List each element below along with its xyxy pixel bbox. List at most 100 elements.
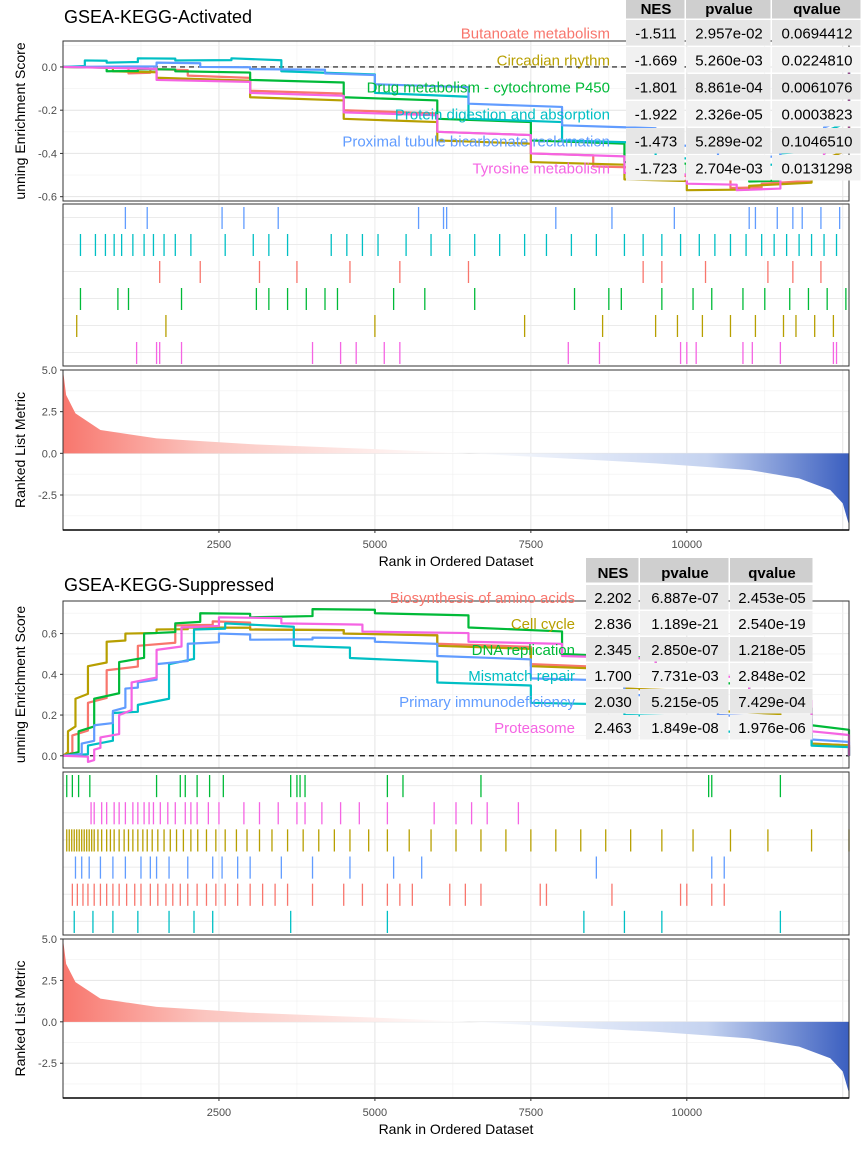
table-set-label: DNA replication	[472, 642, 575, 659]
table-value-nes: -1.669	[635, 53, 678, 70]
table-value-qvalue: 7.429e-04	[738, 694, 806, 711]
table-set-label: Butanoate metabolism	[461, 26, 610, 43]
table-value-qvalue: 2.848e-02	[738, 668, 806, 685]
table-value-qvalue: 1.976e-06	[738, 720, 806, 737]
table-cell	[640, 611, 729, 636]
table-value-nes: 2.345	[594, 642, 632, 659]
table-cell	[772, 101, 861, 127]
hits-panel-bg	[63, 204, 849, 366]
hits-panel-border	[62, 771, 850, 936]
table-value-nes: 2.030	[594, 694, 632, 711]
table-set-label: Circadian rhythm	[497, 53, 610, 70]
table-set-label: Cell cycle	[511, 616, 575, 633]
metric-xtick-label: 7500	[519, 1107, 543, 1119]
table-value-nes: 2.202	[594, 590, 632, 607]
table-cell	[772, 155, 861, 181]
table-cell	[640, 689, 729, 714]
table-cell	[772, 74, 861, 100]
table-value-pvalue: 5.260e-03	[695, 53, 763, 70]
table-cell	[686, 74, 771, 100]
table-value-qvalue: 0.0061076	[782, 80, 853, 97]
table-value-qvalue: 0.0003823	[782, 107, 853, 124]
table-header-pvalue: pvalue	[661, 565, 709, 582]
metric-ytick-label: 5.0	[42, 934, 57, 946]
table-header-cell	[686, 0, 771, 19]
table-header-qvalue: qvalue	[793, 1, 841, 18]
table-set-label: Tyrosine metabolism	[472, 161, 610, 178]
table-cell	[626, 101, 685, 127]
table-value-pvalue: 5.215e-05	[651, 694, 719, 711]
table-value-nes: 1.700	[594, 668, 632, 685]
table-cell	[586, 663, 639, 688]
metric-ytick-label: 5.0	[42, 365, 57, 377]
metric-xtick-label: 2500	[207, 1107, 231, 1119]
table-cell	[586, 715, 639, 740]
table-cell	[626, 47, 685, 73]
metric-area	[63, 370, 849, 525]
table-value-qvalue: 0.0694412	[782, 26, 853, 43]
table-value-nes: -1.922	[635, 107, 678, 124]
table-cell	[686, 128, 771, 154]
hits-panel-bg	[63, 772, 849, 935]
table-cell	[730, 689, 813, 714]
table-value-pvalue: 2.957e-02	[695, 26, 763, 43]
table-cell	[730, 663, 813, 688]
metric-ytick-label: 0.0	[42, 1017, 57, 1029]
table-cell	[640, 715, 729, 740]
stats-table: NES pvalue qvalue -1.511 2.957e-02 0.0694412 B…	[342, 0, 861, 181]
table-cell	[586, 585, 639, 610]
table-value-nes: 2.836	[594, 616, 632, 633]
table-header-cell	[586, 558, 639, 583]
chart-title: GSEA-KEGG-Activated	[64, 7, 252, 27]
metric-xtick-label: 10000	[672, 539, 703, 551]
table-value-pvalue: 1.189e-21	[651, 616, 719, 633]
table-set-label: Mismatch repair	[468, 668, 575, 685]
table-value-nes: -1.473	[635, 134, 678, 151]
table-cell	[686, 101, 771, 127]
table-cell	[772, 128, 861, 154]
metric-ylabel: Ranked List Metric	[12, 392, 28, 508]
table-value-pvalue: 7.731e-03	[651, 668, 719, 685]
table-cell	[686, 47, 771, 73]
table-value-nes: -1.723	[635, 161, 678, 178]
table-cell	[626, 74, 685, 100]
table-header-cell	[626, 0, 685, 19]
table-cell	[772, 47, 861, 73]
table-value-nes: -1.511	[635, 26, 676, 43]
table-cell	[686, 20, 771, 46]
table-cell	[730, 585, 813, 610]
table-value-pvalue: 2.704e-03	[695, 161, 763, 178]
table-value-pvalue: 6.887e-07	[651, 590, 719, 607]
es-ylabel: unning Enrichment Score	[12, 42, 28, 199]
metric-xlabel: Rank in Ordered Dataset	[379, 553, 534, 569]
metric-area	[63, 939, 849, 1094]
table-value-pvalue: 2.326e-05	[695, 107, 763, 124]
es-ytick-label: 0.0	[42, 62, 57, 74]
es-ytick-label: 0.6	[42, 629, 57, 641]
table-header-nes: NES	[598, 565, 629, 582]
table-header-cell	[772, 0, 861, 19]
table-cell	[772, 20, 861, 46]
table-set-label: Proteasome	[494, 720, 575, 737]
table-value-qvalue: 0.1046510	[782, 134, 853, 151]
es-ytick-label: 0.2	[42, 710, 57, 722]
es-ytick-label: -0.6	[38, 192, 57, 204]
table-cell	[640, 585, 729, 610]
table-cell	[640, 637, 729, 662]
table-cell	[626, 20, 685, 46]
metric-xtick-label: 2500	[207, 539, 231, 551]
es-ytick-label: 0.0	[42, 751, 57, 763]
metric-ytick-label: -2.5	[38, 490, 57, 502]
table-value-pvalue: 5.289e-02	[695, 134, 763, 151]
activated-figure: 0.0 -0.2 -0.4 -0.6 unning Enrichment Score GS…	[12, 0, 861, 569]
table-header-pvalue: pvalue	[705, 1, 753, 18]
es-ytick-label: -0.2	[38, 105, 57, 117]
suppressed-figure: 0.6 0.4 0.2 0.0 unning Enrichment Score GSEA-…	[12, 558, 851, 1137]
metric-ylabel: Ranked List Metric	[12, 961, 28, 1077]
es-ytick-label: -0.4	[38, 148, 57, 160]
table-set-label: Proximal tubule bicarbonate reclamation	[342, 134, 610, 151]
metric-ytick-label: 2.5	[42, 407, 57, 419]
table-header-nes: NES	[641, 1, 672, 18]
chart-title: GSEA-KEGG-Suppressed	[64, 575, 274, 595]
table-value-pvalue: 1.849e-08	[651, 720, 719, 737]
